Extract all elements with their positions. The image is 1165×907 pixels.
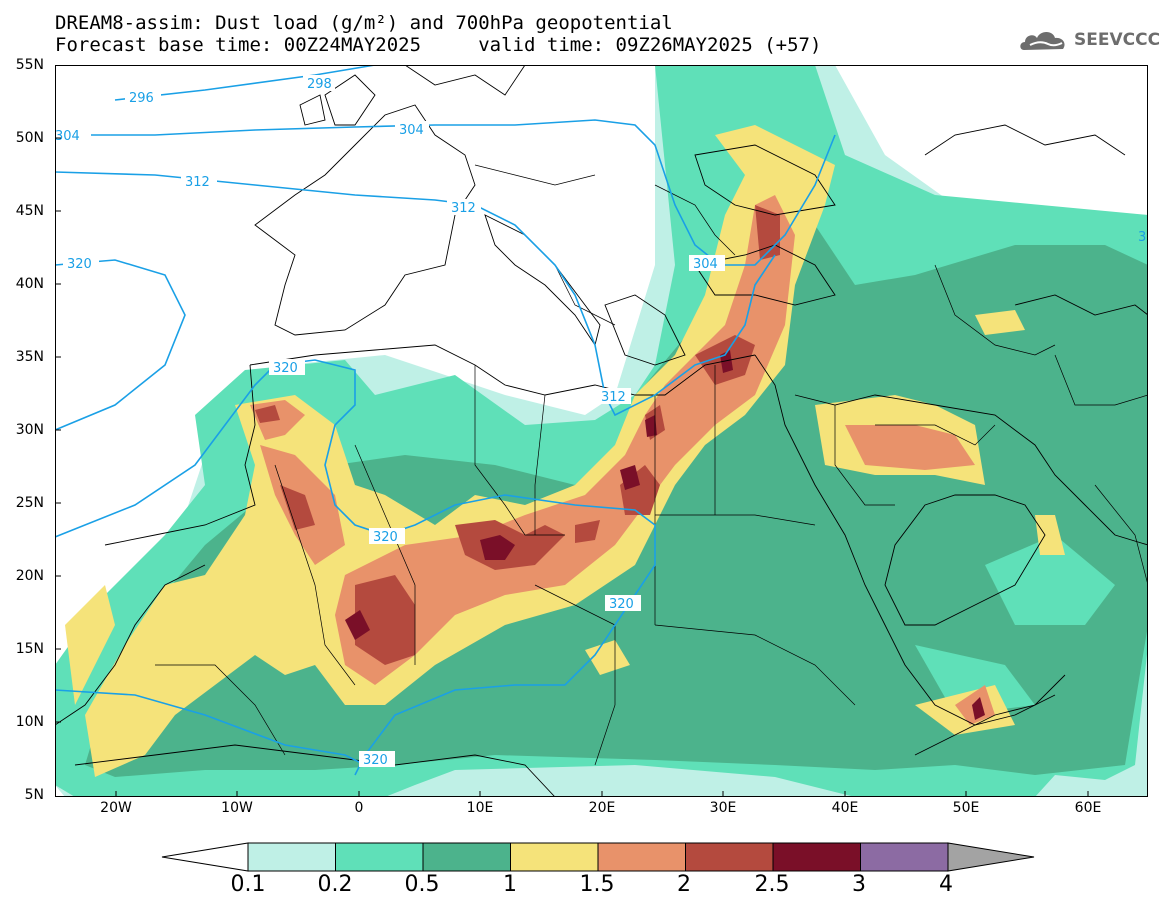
contour-label-304a: 304 [55, 129, 80, 144]
lon-label-50e: 50E [952, 800, 980, 816]
colorbar-cell-7 [772, 842, 861, 872]
lat-label-30n: 30N [15, 422, 44, 438]
colorbar-label-0-5: 0.5 [404, 872, 440, 897]
contour-label-320d: 320 [609, 597, 634, 612]
lat-label-25n: 25N [15, 495, 44, 511]
lat-label-10n: 10N [15, 714, 44, 730]
contour-label-304c: 304 [693, 257, 718, 272]
logo-text: SEEVCCC [1074, 30, 1161, 50]
colorbar [161, 842, 1035, 872]
seevccc-logo: SEEVCCC [1018, 26, 1160, 54]
contour-label-312c: 312 [601, 390, 626, 405]
lon-label-40e: 40E [831, 800, 859, 816]
contour-label-320a: 320 [67, 257, 92, 272]
contour-label-296: 296 [129, 91, 154, 106]
colorbar-cell-5 [597, 842, 686, 872]
colorbar-cell-4 [510, 842, 599, 872]
contour-label-312b: 312 [451, 201, 476, 216]
dust-layer-2-5 [345, 350, 985, 720]
lon-label-20e: 20E [588, 800, 616, 816]
lat-label-45n: 45N [15, 203, 44, 219]
colorbar-cell-below [161, 842, 249, 872]
lon-label-30e: 30E [709, 800, 737, 816]
contour-label-304b: 304 [399, 123, 424, 138]
colorbar-label-4: 4 [939, 872, 953, 897]
lat-label-55n: 55N [15, 57, 44, 73]
colorbar-label-1-5: 1.5 [579, 872, 615, 897]
colorbar-cell-1 [247, 842, 336, 872]
colorbar-cell-above [947, 842, 1035, 872]
contour-label-320e: 320 [363, 753, 388, 768]
colorbar-cell-2 [335, 842, 424, 872]
lon-label-0: 0 [354, 800, 364, 816]
lat-label-50n: 50N [15, 130, 44, 146]
colorbar-label-1: 1 [503, 872, 517, 897]
lon-label-10e: 10E [466, 800, 494, 816]
colorbar-label-2-5: 2.5 [754, 872, 790, 897]
contour-labels: 296 298 304 304 312 312 304 320 320 320 … [55, 75, 1146, 768]
lat-label-15n: 15N [15, 641, 44, 657]
lat-label-5n: 5N [24, 787, 44, 803]
contour-label-edge: 3 [1138, 230, 1146, 245]
contour-label-312a: 312 [185, 175, 210, 190]
lat-label-35n: 35N [15, 349, 44, 365]
contour-label-320c: 320 [373, 530, 398, 545]
colorbar-cells [161, 842, 1035, 872]
country-borders [155, 164, 1148, 766]
colorbar-label-2: 2 [677, 872, 691, 897]
colorbar-cell-6 [685, 842, 774, 872]
coastlines [55, 65, 1148, 797]
colorbar-cell-3 [422, 842, 511, 872]
colorbar-cell-8 [860, 842, 949, 872]
lat-label-20n: 20N [15, 568, 44, 584]
colorbar-label-0-1: 0.1 [230, 872, 266, 897]
contour-label-320b: 320 [273, 361, 298, 376]
lon-label-20w: 20W [100, 800, 132, 816]
map-title-line2: Forecast base time: 00Z24MAY2025 valid t… [55, 34, 822, 56]
cloud-logo-icon [1020, 32, 1065, 50]
colorbar-label-3: 3 [852, 872, 866, 897]
lat-label-40n: 40N [15, 276, 44, 292]
lon-label-10w: 10W [221, 800, 253, 816]
dust-map: 296 298 304 304 312 312 304 320 320 320 … [55, 65, 1148, 797]
contour-label-298: 298 [307, 77, 332, 92]
axis-ticks [55, 65, 1089, 797]
lon-label-60e: 60E [1074, 800, 1102, 816]
map-title-line1: DREAM8-assim: Dust load (g/m²) and 700hP… [55, 12, 673, 34]
colorbar-label-0-2: 0.2 [317, 872, 353, 897]
